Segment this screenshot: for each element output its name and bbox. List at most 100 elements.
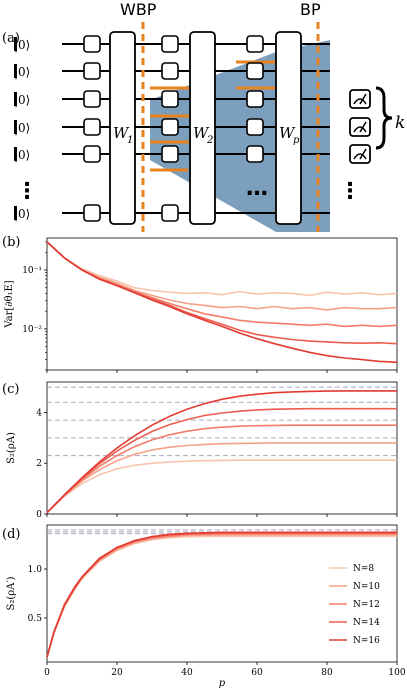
series-line-N=8 [46,535,397,658]
panel-label-c: (c) [2,382,19,397]
bp-label: BP [300,0,321,19]
panel-label-d: (d) [2,527,20,542]
vertical-ellipsis-left: ⋮ [16,179,38,204]
gate [246,90,264,108]
block-w3 [275,31,302,225]
y-axis-label: Var[∂θ₁E] [4,280,15,328]
y-tick-label: 10⁻¹ [22,266,42,276]
series-line-N=16 [46,390,397,514]
gate [246,35,264,53]
plot-c: 0 2 4 S₂(ρA) [6,381,398,520]
meter-arc [353,153,367,160]
gate [246,118,264,136]
meter-arc [353,98,367,105]
ket-label: |0⟩ [14,207,30,221]
block-subscript: 2 [206,135,213,146]
ket-bar [14,147,17,161]
y-tick-label: 2 [36,459,42,469]
plot-frame [46,381,398,515]
gate [83,62,101,80]
vertical-ellipsis-right: ⋮ [339,179,361,204]
gate [246,145,264,163]
ket-labels: |0⟩ |0⟩ |0⟩ |0⟩ |0⟩ |0⟩ [14,37,30,221]
ket-bar [14,206,17,220]
x-tick-label: 80 [321,668,333,678]
x-tick-label: 20 [111,668,123,678]
block-label: W [279,124,296,142]
block-label: W [113,124,130,142]
y-axis-label: S₂(ρA′) [6,576,17,610]
gate [83,90,101,108]
gate [83,204,101,222]
x-tick-label: 0 [44,668,50,678]
y-tick-label: 1.0 [28,565,43,575]
ket-label: |0⟩ [14,148,30,162]
block-subscript: 1 [127,135,133,146]
series-line-N=14 [46,241,398,345]
y-tick-label: 4 [36,408,42,418]
y-axis-label: S₂(ρA) [6,432,17,464]
legend-entry: N=16 [353,636,380,646]
k-label: k [395,113,405,133]
x-tick-label: 40 [181,668,193,678]
series-line-N=10 [46,442,397,514]
legend-entry: N=10 [353,582,380,592]
series-line-N=16 [46,241,398,364]
gate [161,118,179,136]
gate [246,62,264,80]
block-subscript: p [293,135,300,146]
meter-needle [359,148,367,160]
gate [161,62,179,80]
gate [83,35,101,53]
meter-arc [353,126,367,133]
ket-bar [14,92,17,106]
wbp-label: WBP [120,0,157,19]
legend-entry: N=14 [353,618,380,628]
y-tick-label: 0 [36,510,42,520]
single-qubit-gates [83,35,264,222]
series-line-N=14 [46,407,397,514]
series-line-N=12 [46,532,397,658]
x-axis-label: p [219,678,226,689]
series-line-N=8 [46,459,397,514]
meter-needle [359,121,367,133]
gate [83,145,101,163]
ket-label: |0⟩ [14,93,30,107]
y-tick-label: 0.5 [28,614,43,624]
ket-label: |0⟩ [14,38,30,52]
gate [161,145,179,163]
y-tick-label: 10⁻² [22,325,42,335]
brace-icon [375,86,393,150]
block-label: W [193,124,210,142]
measurement-meters [349,89,371,164]
block-w1 [109,31,136,225]
horizontal-ellipsis: … [246,176,268,201]
series-line-N=10 [46,533,397,658]
plot-frame [46,524,398,663]
series-line-N=10 [46,241,398,311]
gate [161,90,179,108]
gate [161,204,179,222]
plot-d: 0 20 40 60 80 100 p 0.5 1.0 S₂(ρA′) N=8 N=10 N=12 N=1… [6,524,406,689]
gate [161,35,179,53]
circuit-panel: (a) WBP BP |0⟩|0⟩|0⟩|0⟩|0⟩|0⟩ W1 W2 Wp ⋮ …… [2,0,405,232]
series-line-N=8 [46,241,398,297]
series-line-N=12 [46,241,398,328]
entangling-blocks: W1 W2 Wp [109,31,302,225]
ket-bar [14,64,17,78]
legend-entry: N=12 [353,600,380,610]
block-w2 [189,31,216,225]
meter-needle [359,93,367,105]
ket-bar [14,37,17,51]
series-line-N=12 [46,424,397,514]
plot-frame [46,237,398,371]
ket-label: |0⟩ [14,121,30,135]
gate [83,118,101,136]
series-line-N=14 [46,531,397,658]
x-tick-label: 100 [388,668,405,678]
plot-b: 10⁻¹ 10⁻² Var[∂θ₁E] [4,237,398,373]
ket-label: |0⟩ [14,65,30,79]
series-line-N=16 [46,531,397,658]
x-tick-label: 60 [251,668,263,678]
